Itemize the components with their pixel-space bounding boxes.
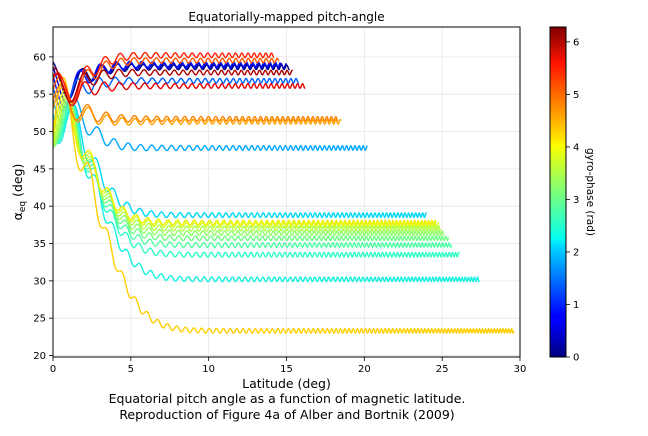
colorbar bbox=[549, 26, 567, 358]
x-tick-label: 20 bbox=[358, 364, 371, 375]
caption-line-2: Reproduction of Figure 4a of Alber and B… bbox=[119, 407, 455, 422]
series-line-15 bbox=[53, 87, 342, 126]
x-tick-label: 5 bbox=[128, 364, 134, 375]
series-group bbox=[53, 51, 515, 334]
caption-line-1: Equatorial pitch angle as a function of … bbox=[108, 391, 466, 406]
colorbar-tick-label: 3 bbox=[573, 195, 579, 206]
series-line-17 bbox=[53, 57, 280, 105]
y-tick-label: 20 bbox=[33, 351, 46, 362]
series-line-6 bbox=[53, 103, 481, 283]
series-line-16 bbox=[53, 84, 339, 123]
y-tick-label: 25 bbox=[33, 314, 46, 325]
colorbar-tick-label: 4 bbox=[573, 142, 579, 153]
series-line-20 bbox=[53, 67, 294, 103]
colorbar-tick-label: 5 bbox=[573, 90, 579, 101]
series-line-11 bbox=[53, 95, 442, 232]
colorbar-label: gyro-phase (rad) bbox=[584, 148, 596, 236]
series-line-18 bbox=[53, 51, 275, 103]
y-tick-label: 45 bbox=[33, 164, 46, 175]
y-tick-label: 40 bbox=[33, 202, 46, 213]
series-line-9 bbox=[53, 98, 450, 242]
colorbar-tick-label: 0 bbox=[573, 353, 579, 364]
series-line-5 bbox=[53, 103, 428, 219]
series-line-19 bbox=[53, 73, 306, 107]
colorbar-tick-label: 6 bbox=[573, 37, 579, 48]
colorbar-tick-label: 1 bbox=[573, 300, 579, 311]
y-tick-label: 35 bbox=[33, 239, 46, 250]
y-axis-label-subscript: eq bbox=[18, 201, 28, 212]
series-line-7 bbox=[53, 102, 460, 258]
series-line-12 bbox=[53, 92, 440, 228]
colorbar-ticks: 0 1 2 3 4 5 6 bbox=[566, 37, 579, 364]
y-tick-label: 60 bbox=[33, 52, 46, 63]
x-tick-label: 25 bbox=[436, 364, 449, 375]
y-axis-ticks: 20 25 30 35 40 45 50 55 60 bbox=[33, 52, 53, 362]
y-axis-label: αeq (deg) bbox=[10, 164, 28, 221]
series-line-8 bbox=[53, 100, 453, 249]
y-tick-label: 55 bbox=[33, 90, 46, 101]
y-axis-label-unit: (deg) bbox=[10, 164, 25, 201]
series-line-4 bbox=[53, 98, 368, 152]
x-tick-label: 0 bbox=[50, 364, 56, 375]
chart-title: Equatorially-mapped pitch-angle bbox=[188, 10, 384, 24]
x-tick-label: 30 bbox=[514, 364, 527, 375]
series-line-14 bbox=[53, 76, 515, 334]
grid bbox=[52, 27, 521, 357]
x-axis-label: Latitude (deg) bbox=[242, 376, 331, 391]
y-tick-label: 30 bbox=[33, 276, 46, 287]
x-tick-label: 15 bbox=[280, 364, 293, 375]
series-line-10 bbox=[53, 96, 445, 237]
y-axis-label-symbol: α bbox=[10, 212, 25, 220]
x-tick-label: 10 bbox=[202, 364, 215, 375]
x-axis-ticks: 0 5 10 15 20 25 30 bbox=[50, 357, 527, 375]
colorbar-tick-label: 2 bbox=[573, 247, 579, 258]
y-tick-label: 50 bbox=[33, 127, 46, 138]
series-line-13 bbox=[53, 89, 437, 226]
